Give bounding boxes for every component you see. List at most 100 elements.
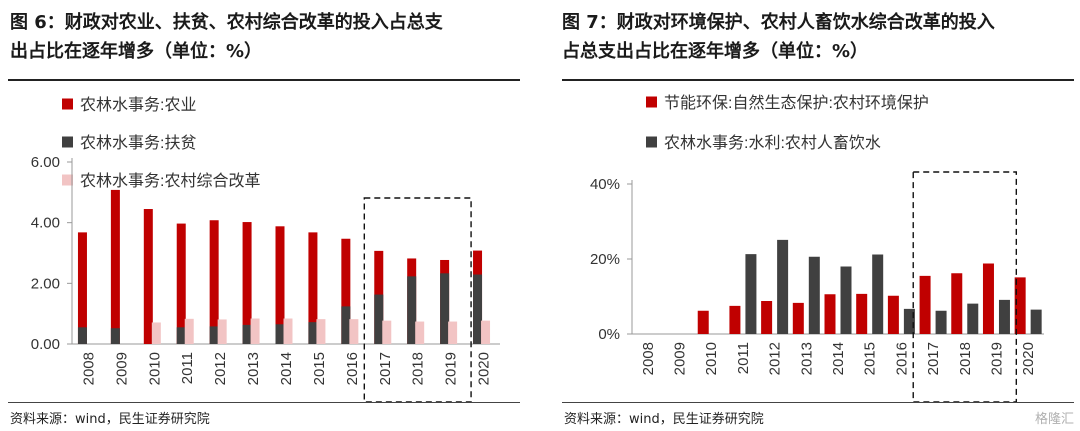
x-tick-label: 2019 <box>443 352 460 385</box>
y-tick-label: 4.00 <box>31 215 60 232</box>
figure-7-panel: 图 7：财政对环境保护、农村人畜饮水综合改革的投入 占总支出占比在逐年增多（单位… <box>554 0 1080 431</box>
figure-7-title-line1: 图 7：财政对环境保护、农村人畜饮水综合改革的投入 <box>562 12 995 33</box>
bar <box>903 308 915 334</box>
bar <box>872 254 884 334</box>
bar <box>998 299 1010 334</box>
bar <box>242 324 252 344</box>
title-rule <box>562 79 1074 81</box>
bar <box>308 322 318 344</box>
x-tick-label: 2017 <box>925 342 942 375</box>
figure-6-source: 资料来源：wind，民生证券研究院 <box>10 412 210 427</box>
bar <box>919 275 931 334</box>
bar <box>77 232 87 344</box>
y-tick-label: 0% <box>598 326 620 343</box>
bar <box>176 223 186 344</box>
bar <box>856 293 868 334</box>
bar <box>729 305 741 334</box>
bar <box>110 328 120 344</box>
bar <box>209 220 219 344</box>
x-tick-label: 2017 <box>377 352 394 385</box>
legend-swatch <box>62 174 73 186</box>
y-tick-label: 6.00 <box>31 154 60 171</box>
bar <box>407 276 417 344</box>
bar <box>283 318 293 344</box>
bar <box>209 326 219 344</box>
bar <box>448 321 458 344</box>
x-tick-label: 2009 <box>113 352 130 385</box>
bar <box>1030 309 1042 334</box>
bar <box>275 324 285 344</box>
bar <box>250 318 260 344</box>
bottom-rule <box>8 402 520 403</box>
legend-swatch <box>646 96 657 108</box>
bar <box>440 273 450 344</box>
x-tick-label: 2019 <box>988 342 1005 375</box>
x-tick-label: 2008 <box>640 342 657 375</box>
bar <box>824 294 836 334</box>
x-tick-label: 2018 <box>957 342 974 375</box>
bar <box>1014 277 1026 334</box>
bar <box>217 319 227 344</box>
bar <box>808 256 820 334</box>
bar <box>777 239 789 334</box>
x-tick-label: 2015 <box>862 342 879 375</box>
x-tick-label: 2011 <box>179 352 196 384</box>
figure-6-title-line1: 图 6：财政对农业、扶贫、农村综合改革的投入占总支 <box>10 12 443 33</box>
title-rule <box>8 79 520 81</box>
bar <box>275 226 285 344</box>
bar <box>967 303 979 334</box>
x-tick-label: 2009 <box>672 342 689 375</box>
bar <box>341 238 351 344</box>
bar <box>745 254 757 334</box>
figure-7-source: 资料来源：wind，民生证券研究院 <box>564 412 764 427</box>
bar <box>308 232 318 344</box>
figure-6-panel: 图 6：财政对农业、扶贫、农村综合改革的投入占总支 出占比在逐年增多（单位：%）… <box>0 0 526 431</box>
legend-swatch <box>62 136 73 148</box>
bar <box>176 327 186 344</box>
y-tick-label: 40% <box>590 176 620 193</box>
legend-label: 节能环保:自然生态保护:农村环境保护 <box>664 93 929 112</box>
x-tick-label: 2013 <box>798 342 815 375</box>
bar <box>982 263 994 334</box>
x-tick-label: 2014 <box>278 352 295 385</box>
figure-6-title: 图 6：财政对农业、扶贫、农村综合改革的投入占总支 出占比在逐年增多（单位：%） <box>10 8 520 66</box>
x-tick-label: 2020 <box>476 352 493 385</box>
y-tick-label: 20% <box>590 251 620 268</box>
figure-7-title-line2: 占总支出占比在逐年增多（单位：%） <box>562 41 869 62</box>
x-tick-label: 2014 <box>830 342 847 375</box>
bar <box>951 273 963 334</box>
bar <box>77 327 87 344</box>
bar <box>887 295 899 334</box>
x-tick-label: 2010 <box>146 352 163 385</box>
bar <box>473 274 483 344</box>
x-tick-label: 2015 <box>311 352 328 385</box>
x-tick-label: 2018 <box>410 352 427 385</box>
bar <box>761 301 773 334</box>
x-tick-label: 2016 <box>893 342 910 375</box>
legend-label: 农林水事务:农业 <box>80 96 196 114</box>
bar <box>374 294 384 344</box>
legend-label: 农林水事务:扶贫 <box>80 134 196 152</box>
bar <box>143 209 153 344</box>
bar <box>840 266 852 334</box>
figure-7-title: 图 7：财政对环境保护、农村人畜饮水综合改革的投入 占总支出占比在逐年增多（单位… <box>562 8 1072 66</box>
legend-label: 农林水事务:农村综合改革 <box>80 172 260 190</box>
bar <box>349 319 359 344</box>
figure-6-title-line2: 出占比在逐年增多（单位：%） <box>10 41 263 62</box>
bar <box>151 322 161 344</box>
bar <box>341 306 351 344</box>
bar <box>415 321 425 344</box>
x-tick-label: 2012 <box>212 352 229 385</box>
bar <box>316 319 326 344</box>
x-tick-label: 2010 <box>703 342 720 375</box>
y-tick-label: 2.00 <box>31 275 60 292</box>
bar <box>697 310 709 334</box>
x-tick-label: 2013 <box>245 352 262 385</box>
x-tick-label: 2012 <box>767 342 784 375</box>
bar <box>792 302 804 334</box>
x-tick-label: 2020 <box>1020 342 1037 375</box>
bar <box>110 189 120 344</box>
legend-label: 农林水事务:水利:农村人畜饮水 <box>664 134 881 152</box>
